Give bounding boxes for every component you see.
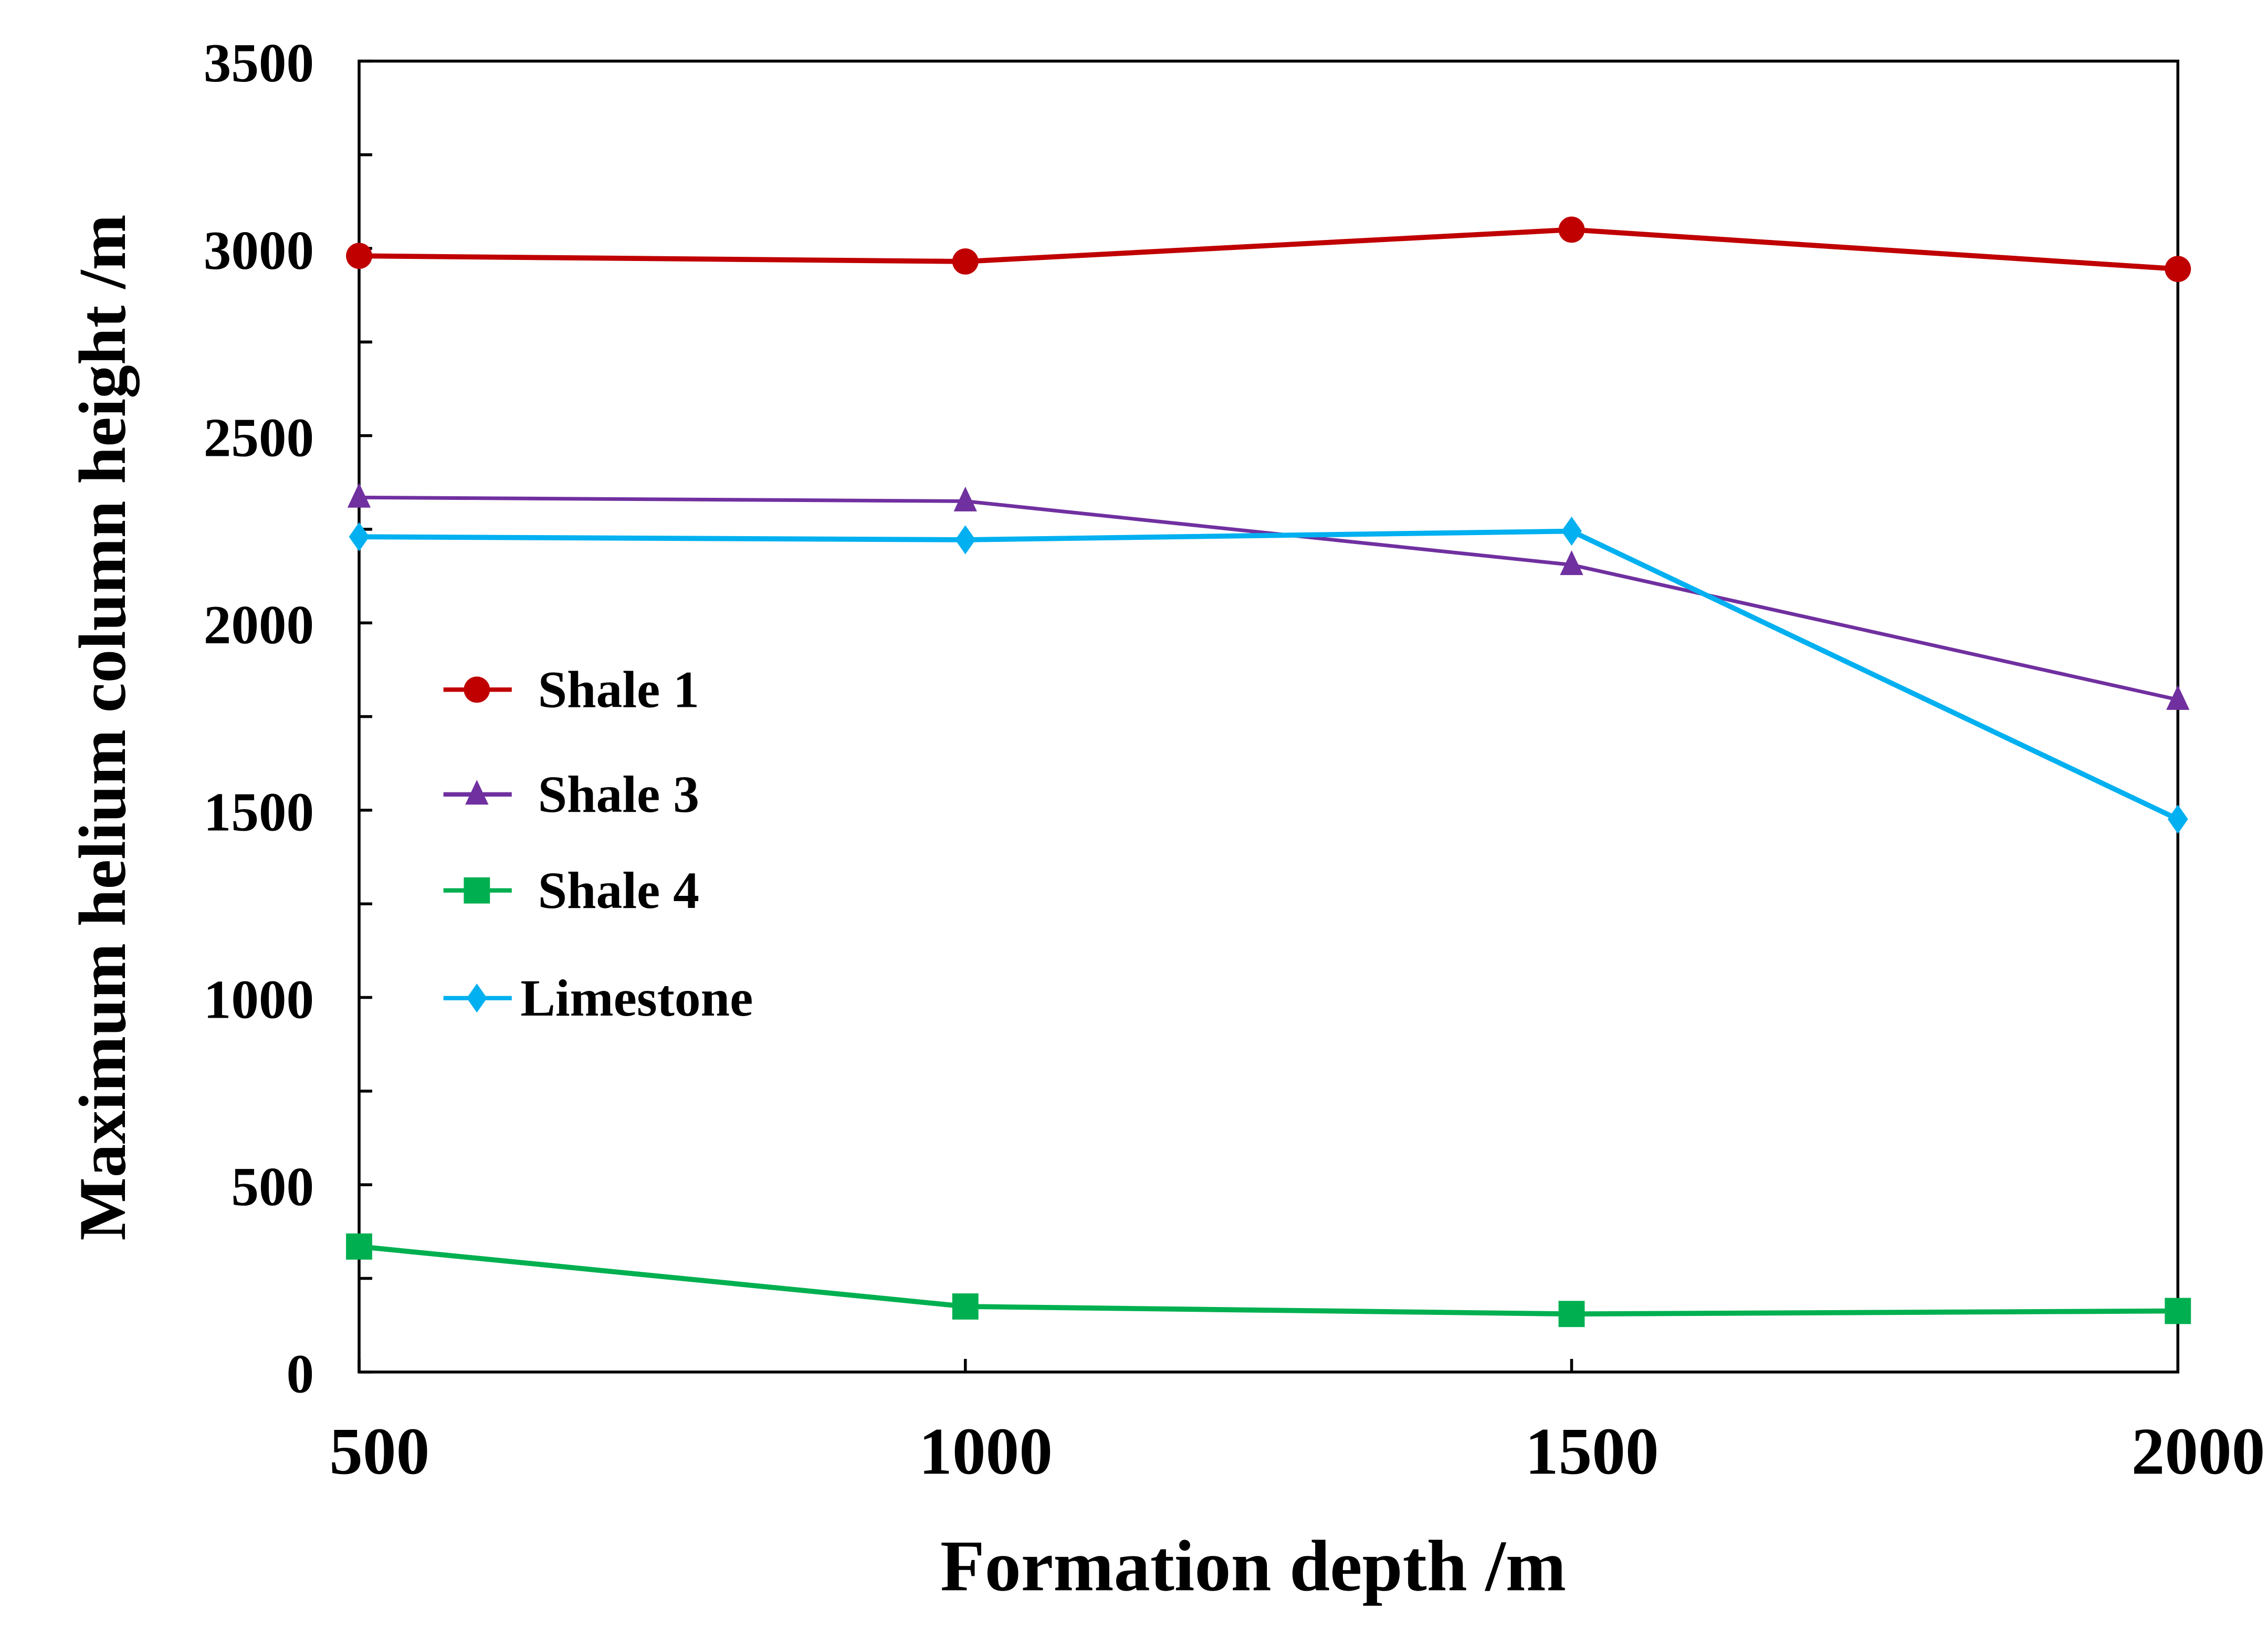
data-point xyxy=(346,243,372,269)
data-point xyxy=(953,486,977,511)
legend-item: Shale 3 xyxy=(443,765,699,823)
data-point xyxy=(1558,216,1585,243)
x-axis-label: Formation depth /m xyxy=(940,1525,1566,1606)
data-point xyxy=(952,248,979,275)
legend-label: Limestone xyxy=(520,969,753,1027)
x-tick-label: 1500 xyxy=(1525,1414,1659,1489)
series-shale-4 xyxy=(346,1233,2191,1327)
legend-item: Shale 1 xyxy=(443,661,699,719)
x-tick-label: 500 xyxy=(329,1414,429,1489)
y-axis-label: Maximum helium column height /m xyxy=(65,214,140,1240)
data-point xyxy=(1561,516,1582,546)
data-point xyxy=(346,1233,372,1260)
legend-marker xyxy=(465,780,489,805)
y-tick-label: 3500 xyxy=(204,32,314,93)
series-line xyxy=(359,227,2178,272)
legend-label: Shale 3 xyxy=(538,765,699,823)
y-tick-label: 0 xyxy=(287,1343,314,1405)
legend-item: Shale 4 xyxy=(443,861,699,919)
legend-label: Shale 4 xyxy=(538,861,699,919)
data-point xyxy=(2165,1298,2191,1324)
y-tick-label: 2500 xyxy=(204,406,314,468)
series-line xyxy=(359,1244,2178,1317)
legend-item: Limestone xyxy=(443,969,753,1027)
data-point xyxy=(952,1293,979,1320)
y-tick-label: 500 xyxy=(231,1156,314,1217)
data-point xyxy=(349,522,370,551)
legend-marker xyxy=(464,877,490,904)
x-tick-label: 1000 xyxy=(919,1414,1053,1489)
y-tick-label: 3000 xyxy=(204,219,314,281)
data-point xyxy=(955,525,976,555)
y-tick-label: 1500 xyxy=(204,781,314,843)
x-tick-label: 2000 xyxy=(2132,1414,2265,1489)
data-point xyxy=(1560,550,1583,576)
y-tick-label: 2000 xyxy=(204,594,314,655)
data-point xyxy=(2167,804,2188,834)
legend-label: Shale 1 xyxy=(538,661,699,719)
legend-marker xyxy=(464,676,490,703)
series-shale-1 xyxy=(346,216,2191,283)
series-line xyxy=(359,528,2179,822)
y-tick-label: 1000 xyxy=(204,968,314,1030)
series-limestone xyxy=(349,516,2188,834)
legend-marker xyxy=(466,984,487,1013)
data-point xyxy=(347,483,371,508)
data-point xyxy=(1558,1301,1585,1327)
data-point xyxy=(2165,256,2191,283)
data-point xyxy=(2166,685,2190,710)
